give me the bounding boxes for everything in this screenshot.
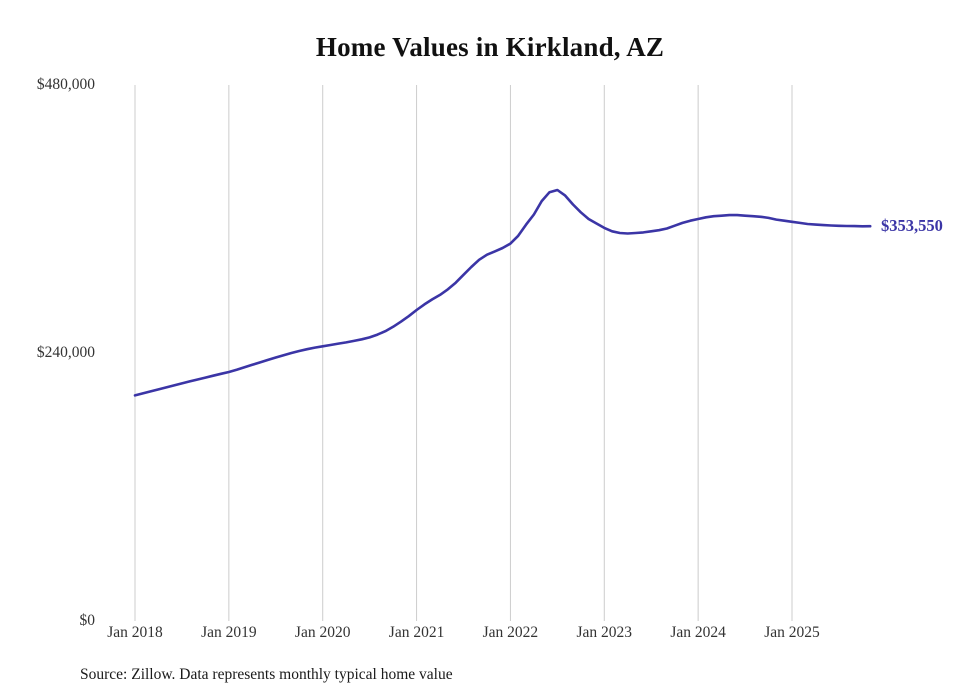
home-value-line <box>133 188 872 397</box>
source-note: Source: Zillow. Data represents monthly … <box>80 666 453 683</box>
end-value-label: $353,550 <box>881 216 943 236</box>
chart-title: Home Values in Kirkland, AZ <box>315 32 665 62</box>
y-axis-tick-label: $240,000 <box>36 344 95 361</box>
y-axis-tick-label: $0 <box>79 612 96 629</box>
y-axis-tick-label: $480,000 <box>36 76 95 93</box>
